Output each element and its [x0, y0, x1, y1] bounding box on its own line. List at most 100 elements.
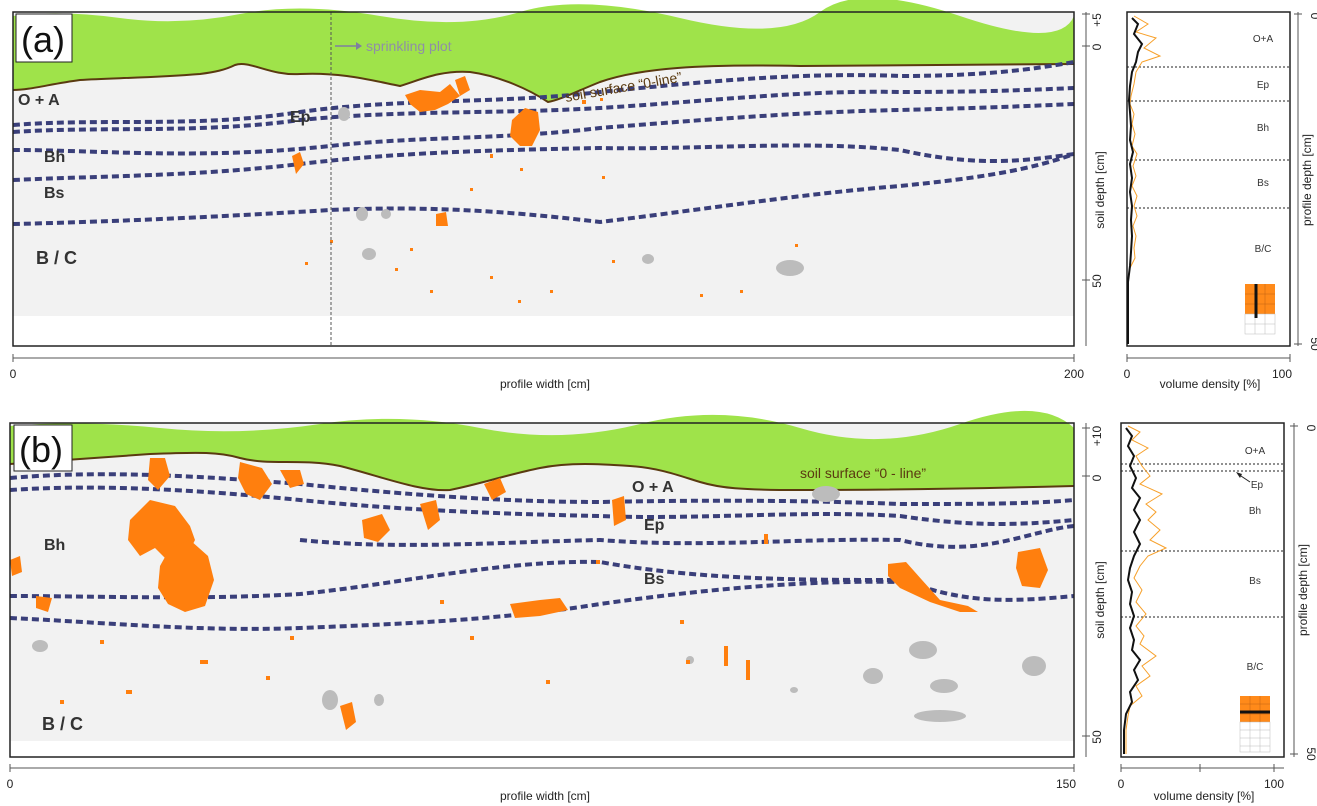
- stone: [1022, 656, 1046, 676]
- boundary-bs-bc1-b: [9, 559, 1075, 602]
- density-plot-a: O+A Ep Bh Bs B/C 0 100 volume density [%…: [1124, 11, 1317, 391]
- stain: [600, 98, 603, 101]
- boundary-bs-bc2-a: [12, 152, 1075, 226]
- stain: [440, 600, 444, 604]
- x-axis-label-b: profile width [cm]: [500, 789, 590, 803]
- stone: [776, 260, 804, 276]
- horizon-labels-density-b: O+A Ep Bh Bs B/C: [1245, 446, 1266, 673]
- depth-axis-label-b: soil depth [cm]: [1093, 561, 1107, 638]
- boundary-bs-bc2-b: [9, 579, 901, 631]
- stone: [930, 679, 958, 693]
- stain: [340, 702, 356, 730]
- boundary-oa-ep-b: [9, 472, 1075, 507]
- stain: [596, 560, 600, 564]
- density-curve-max: [1127, 15, 1162, 344]
- stain: [686, 660, 690, 664]
- stain: [470, 636, 474, 640]
- density-horizon-bh: Bh: [1257, 123, 1269, 134]
- boundary-bh-bs-b: [299, 524, 1075, 549]
- stain: [10, 556, 22, 576]
- horizon-label-bc: B / C: [36, 248, 77, 268]
- panel-frame-a: [12, 11, 1075, 347]
- stain: [362, 514, 390, 542]
- stain: [420, 500, 440, 530]
- density-x-tick-100-a: 100: [1272, 367, 1292, 381]
- grid-lines: [1240, 696, 1270, 722]
- profile-depth-label-a: profile depth [cm]: [1300, 134, 1314, 226]
- horizon-label-bh: Bh: [44, 149, 65, 166]
- stain: [612, 260, 615, 263]
- stain: [290, 636, 294, 640]
- sampling-grid-icon-a: [1244, 284, 1276, 335]
- grid-empty: [1239, 721, 1271, 753]
- panel-letter-box-b: [13, 424, 73, 472]
- stone: [812, 486, 840, 502]
- horizon-label-ep-b: Ep: [644, 517, 665, 534]
- stone: [32, 640, 48, 652]
- stain: [280, 470, 304, 488]
- stain: [126, 690, 132, 694]
- stone: [381, 209, 391, 219]
- grass-layer-b: [10, 410, 1074, 491]
- stain: [292, 152, 304, 174]
- profile-depth-tick-50-a: 50: [1308, 337, 1317, 351]
- density-curve-mean: [1127, 17, 1144, 344]
- stain: [888, 562, 978, 612]
- stones-a: [338, 107, 804, 276]
- profile-depth-tick-0-a: 0: [1308, 13, 1317, 20]
- stain: [148, 458, 170, 490]
- stain: [1016, 548, 1048, 588]
- stain: [490, 276, 493, 279]
- stone: [914, 710, 966, 722]
- stone: [374, 694, 384, 706]
- stain: [60, 700, 64, 704]
- stain: [520, 168, 523, 171]
- dye-stains-a: [292, 76, 798, 303]
- horizon-label-ep: Ep: [290, 109, 311, 126]
- depth-tick-label-zero-b: 0: [1090, 474, 1104, 481]
- panel-a: sprinkling plot soil surface “0-line” O …: [10, 0, 1317, 391]
- stain: [436, 212, 448, 226]
- x-tick-label-a-max: 200: [1064, 367, 1084, 381]
- stain: [238, 462, 272, 500]
- density-plot-b: O+A Ep Bh Bs B/C 0 100 volume density [%…: [1118, 422, 1317, 803]
- horizon-label-bc-b: B / C: [42, 714, 83, 734]
- density-horizon-bc: B/C: [1255, 244, 1272, 255]
- depth-axis-label-a: soil depth [cm]: [1093, 151, 1107, 228]
- stone: [362, 248, 376, 260]
- profile-depth-tick-0-b: 0: [1304, 425, 1317, 432]
- depth-tick-label-plus: +5: [1090, 13, 1104, 27]
- stain: [612, 496, 626, 526]
- stain: [550, 290, 553, 293]
- arrow-head-icon: [1236, 472, 1242, 478]
- stain: [405, 84, 460, 112]
- panel-frame-b: [9, 422, 1075, 758]
- horizon-boundaries-a: [12, 60, 1075, 226]
- density-horizon-oa: O+A: [1253, 34, 1274, 45]
- horizon-label-bh-b: Bh: [44, 537, 65, 554]
- sprinkling-plot-label: sprinkling plot: [366, 38, 452, 54]
- stain: [546, 680, 550, 684]
- profile-depth-label-b: profile depth [cm]: [1296, 544, 1310, 636]
- boundary-ep-bh-b: [9, 485, 1075, 526]
- sampling-grid-icon-b: [1239, 696, 1271, 753]
- stone: [356, 207, 368, 221]
- depth-tick-label-plus-b: +10: [1090, 425, 1104, 446]
- dye-stains-b: [10, 458, 1048, 730]
- stain: [266, 676, 270, 680]
- density-x-tick-0-a: 0: [1124, 367, 1131, 381]
- depth-tick-label-zero: 0: [1090, 43, 1104, 50]
- stain: [100, 640, 104, 644]
- arrow-head-icon: [356, 42, 362, 50]
- stain: [36, 596, 52, 612]
- boundary-bs-bc1-a: [12, 143, 1075, 182]
- density-x-label-b: volume density [%]: [1154, 789, 1255, 803]
- density-x-label-a: volume density [%]: [1160, 377, 1261, 391]
- boundary-bh-bs-a: [12, 102, 1075, 156]
- density-curve-mean-b: [1123, 427, 1142, 754]
- x-tick-label-b-max: 150: [1056, 777, 1076, 791]
- density-x-tick-0-b: 0: [1118, 777, 1125, 791]
- soil-surface-label-b: soil surface “0 - line”: [800, 465, 926, 481]
- stain: [795, 244, 798, 247]
